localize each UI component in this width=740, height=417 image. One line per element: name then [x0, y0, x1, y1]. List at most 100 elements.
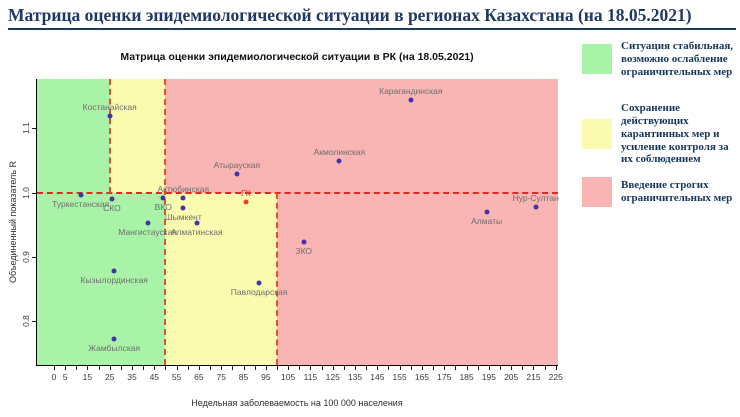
- x-tick: [477, 366, 479, 370]
- x-tick: [210, 366, 212, 370]
- x-tick-label: 105: [281, 372, 296, 382]
- point-label: Нур-Султан: [512, 192, 559, 203]
- data-point: [243, 199, 249, 205]
- x-tick: [533, 366, 535, 370]
- point-label: Туркестанская: [52, 199, 110, 210]
- y-tick-label: 1.0: [21, 186, 31, 199]
- point-label: Атырауская: [213, 160, 261, 171]
- x-tick: [321, 366, 323, 370]
- point-label: Шымкент: [164, 212, 202, 223]
- risk-zone: [37, 79, 110, 193]
- data-point: [408, 97, 414, 103]
- y-tick-label: 0.8: [21, 315, 31, 328]
- x-tick: [310, 366, 312, 370]
- x-tick: [500, 366, 501, 370]
- x-tick-label: 15: [82, 372, 93, 382]
- x-tick-label: 165: [414, 372, 430, 382]
- x-tick-label: 45: [149, 372, 160, 382]
- x-tick-label: 55: [171, 372, 182, 382]
- x-tick-label: 175: [437, 372, 452, 382]
- legend-label: Введение строгих ограничительных мер: [621, 179, 733, 204]
- data-point: [180, 195, 186, 201]
- data-point: [180, 205, 186, 211]
- x-tick: [388, 366, 390, 370]
- x-tick: [399, 366, 401, 370]
- x-tick: [53, 366, 55, 370]
- point-label: Карагандинская: [379, 85, 443, 96]
- x-tick: [143, 366, 145, 370]
- zone-boundary-line: [275, 192, 278, 365]
- x-tick-label: 155: [392, 372, 407, 382]
- threshold-line-r1: [37, 191, 558, 194]
- legend: Ситуация стабильная, возможно ослабление…: [582, 40, 738, 207]
- x-tick-label: 215: [526, 372, 541, 382]
- legend-item-strict-measures: Введение строгих ограничительных мер: [582, 177, 738, 207]
- x-tick: [299, 366, 301, 370]
- data-point: [234, 171, 240, 177]
- x-tick: [455, 366, 457, 370]
- y-tick: [32, 128, 36, 130]
- data-point: [533, 204, 539, 210]
- y-tick: [32, 257, 36, 259]
- legend-swatch-green: [582, 44, 612, 75]
- x-tick: [377, 366, 379, 370]
- x-tick: [198, 366, 200, 370]
- point-label: Кызылординская: [80, 274, 148, 285]
- x-tick: [355, 366, 357, 370]
- x-tick-label: 75: [216, 372, 226, 382]
- legend-swatch-yellow: [582, 119, 612, 150]
- data-point: [111, 336, 117, 342]
- x-tick: [522, 366, 524, 370]
- x-tick: [488, 366, 490, 370]
- x-tick: [98, 366, 100, 370]
- legend-label: Сохранение действующих карантинных мер и…: [621, 102, 729, 166]
- x-axis-line: [36, 365, 558, 366]
- x-tick: [444, 366, 446, 370]
- point-label: СКО: [103, 202, 121, 213]
- x-tick-label: 35: [127, 372, 137, 382]
- risk-zone: [276, 192, 558, 365]
- y-axis-line: [36, 79, 37, 365]
- x-tick: [511, 366, 513, 370]
- y-tick: [32, 321, 36, 323]
- x-tick-label: 25: [104, 372, 115, 382]
- x-tick: [288, 366, 290, 370]
- point-label: Жамбылская: [88, 343, 141, 354]
- risk-zone: [37, 192, 166, 365]
- data-point: [301, 239, 307, 245]
- data-point: [336, 158, 342, 164]
- x-tick: [410, 366, 412, 370]
- y-axis-title: Объединенный показатель R: [8, 160, 18, 284]
- x-tick: [232, 366, 234, 370]
- y-tick-label: 1.1: [21, 122, 31, 135]
- data-point: [107, 113, 113, 119]
- x-tick-label: 115: [303, 372, 318, 382]
- x-tick-label: 225: [548, 372, 563, 382]
- x-tick: [265, 366, 267, 370]
- x-tick: [120, 366, 122, 370]
- x-tick: [421, 366, 423, 370]
- y-tick: [32, 192, 36, 194]
- x-tick-label: 195: [481, 372, 496, 382]
- data-point: [484, 209, 490, 215]
- legend-swatch-red: [582, 177, 612, 207]
- point-label: Актюбинская: [157, 183, 210, 194]
- risk-zone: [109, 79, 166, 193]
- x-tick: [132, 366, 133, 370]
- chart-title: Матрица оценки эпидемиологической ситуац…: [120, 51, 474, 63]
- x-tick: [76, 366, 78, 370]
- zone-boundary-line: [108, 79, 111, 193]
- x-tick: [276, 366, 278, 370]
- point-label: ЗКО: [295, 245, 313, 256]
- data-point: [256, 280, 262, 286]
- x-tick: [243, 366, 245, 370]
- x-tick-label: 205: [504, 372, 519, 382]
- x-tick: [109, 366, 111, 370]
- page-title: Матрица оценки эпидемиологической ситуац…: [8, 5, 736, 30]
- point-label: ГК: [240, 187, 251, 198]
- legend-item-stable: Ситуация стабильная, возможно ослабление…: [582, 40, 738, 78]
- data-point: [145, 220, 151, 226]
- point-label: Костанайская: [82, 101, 137, 112]
- x-tick: [154, 366, 156, 370]
